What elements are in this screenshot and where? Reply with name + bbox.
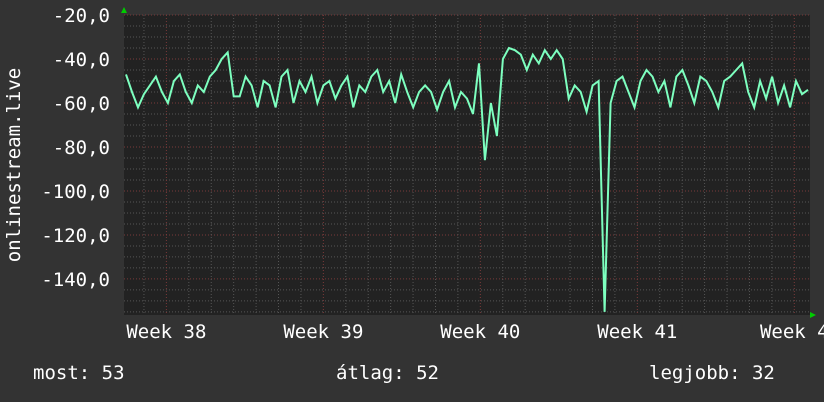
x-tick-label: Week 39 [283, 321, 363, 343]
y-tick-label: -100,0 [41, 181, 110, 203]
legend-best: legjobb: 32 [649, 362, 775, 384]
series-line [125, 46, 809, 312]
x-tick-label: Week 41 [597, 321, 677, 343]
y-axis-arrow-icon [121, 7, 127, 13]
x-tick-label: Week 40 [440, 321, 520, 343]
y-tick-label: -40,0 [53, 49, 110, 71]
x-tick-label: Week 38 [126, 321, 206, 343]
y-axis-label: onlinestream.live [3, 68, 25, 262]
y-tick-label: -140,0 [41, 269, 110, 291]
legend-last: most: 53 [33, 362, 125, 384]
plot-area [124, 15, 810, 315]
x-tick-label: Week 4 [760, 321, 824, 343]
y-tick-label: -80,0 [53, 137, 110, 159]
legend-average: átlag: 52 [336, 362, 439, 384]
y-tick-label: -120,0 [41, 225, 110, 247]
y-tick-label: -60,0 [53, 93, 110, 115]
y-tick-label: -20,0 [53, 5, 110, 27]
x-axis-arrow-icon [810, 312, 816, 318]
